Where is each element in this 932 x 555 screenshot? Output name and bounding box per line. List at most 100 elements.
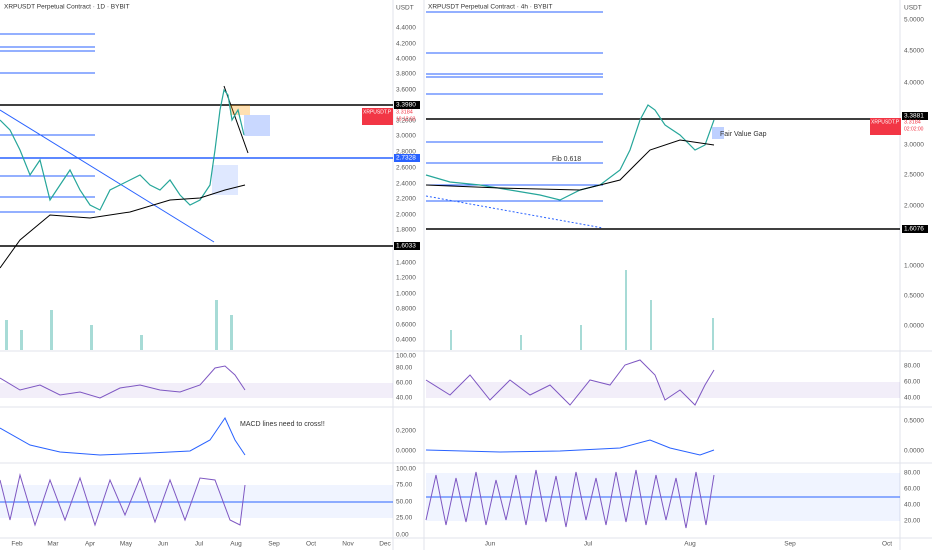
level-tag [394,101,420,109]
last-price-bg [870,118,901,135]
time-label: Sep [268,541,280,548]
fvg-box [712,127,724,139]
ma-line [425,139,715,191]
axis-label: 4.4000 [396,25,416,32]
axis-label: 3.8000 [396,71,416,78]
last-price-bg [362,108,393,125]
axis-label: 20.00 [904,518,921,525]
axis-label: 1.0000 [396,291,416,298]
axis-label: 75.00 [396,482,413,489]
axis-label: 0.2000 [396,428,416,435]
axis-label: 0.5000 [904,418,924,425]
rsi-line [0,365,246,399]
axis-label: 50.00 [396,499,413,506]
rsi-line [425,359,715,406]
axis-label: 2.5000 [904,172,924,179]
price-line [0,88,245,211]
level-tag-text: 1.6076 [904,226,924,233]
axis-label: 0.8000 [396,306,416,313]
rsi-band [0,383,393,398]
axis-label: 3.0000 [904,142,924,149]
axis-label: 3.2000 [396,118,416,125]
levels-left [0,33,393,213]
axis-label: 80.00 [396,365,413,372]
axis-label: 2.4000 [396,181,416,188]
level-tag [902,112,928,120]
currency-label: USDT [396,5,414,12]
axis-label: 40.00 [904,395,921,402]
annotation: Fib 0.618 [552,156,581,163]
last-price-symbol: XRPUSDT.P [363,109,392,115]
axis-label: 0.0000 [904,448,924,455]
axis-label: 0.5000 [904,293,924,300]
levels-right [426,11,603,202]
time-label: Oct [882,541,892,548]
time-label: Feb [11,541,23,548]
annotation: Fair Value Gap [720,131,767,138]
axis-label: 2.0000 [904,203,924,210]
level-tag [902,225,928,233]
macd-line [425,439,715,456]
trendline [425,195,604,229]
axis-label: 1.8000 [396,227,416,234]
volume-left [5,300,233,350]
level-tag-text: 3.3881 [904,113,924,120]
axis-label: 4.0000 [396,56,416,63]
axis-label: 2.6000 [396,165,416,172]
level-tag [394,154,420,162]
price-line [425,104,715,201]
axis-label: 0.0000 [904,323,924,330]
level-tag-text: 3.3980 [396,102,416,109]
target-box [230,105,250,115]
axis-label: 5.0000 [904,17,924,24]
time-label: Jul [195,541,204,548]
axis-label: 2.2000 [396,196,416,203]
last-price-symbol: XRPUSDT.P [871,119,900,125]
countdown: 18:12:03 [396,116,416,122]
volume-right [450,270,714,350]
time-label: May [120,541,133,548]
level-tag-text: 1.6033 [396,243,416,250]
time-label: Oct [306,541,316,548]
last-price: 3.3184 [904,119,921,125]
time-label: Jun [485,541,496,548]
chart-title: XRPUSDT Perpetual Contract · 4h · BYBIT [428,4,553,11]
axis-label: 1.0000 [904,263,924,270]
axis-label: 3.0000 [396,133,416,140]
level-tag [394,242,420,250]
axis-label: 4.5000 [904,48,924,55]
axis-label: 0.0000 [396,448,416,455]
stoch-line [0,473,246,527]
time-label: Aug [684,541,696,548]
axis-label: 1.2000 [396,275,416,282]
axis-label: 80.00 [904,363,921,370]
currency-label: USDT [904,5,922,12]
axis-label: 60.00 [396,380,413,387]
axis-label: 4.2000 [396,41,416,48]
axis-label: 60.00 [904,486,921,493]
rsi-band [426,382,900,398]
axis-label: 40.00 [904,502,921,509]
axis-label: 100.00 [396,466,416,473]
time-label: Sep [784,541,796,548]
last-price: 3.3184 [396,109,413,115]
fvg-box [244,115,270,136]
time-label: Mar [47,541,59,548]
stoch-line [425,469,715,529]
axis-label: 0.4000 [396,337,416,344]
time-label: Jun [158,541,169,548]
axis-label: 3.6000 [396,87,416,94]
time-label: Dec [379,541,391,548]
time-label: Apr [85,541,96,548]
countdown: 02:02:00 [904,126,924,132]
axis-label: 100.00 [396,353,416,360]
axis-label: 60.00 [904,379,921,386]
chart-title: XRPUSDT Perpetual Contract · 1D · BYBIT [4,4,130,11]
time-label: Jul [584,541,593,548]
trendline [0,109,215,243]
axis-label: 2.8000 [396,149,416,156]
time-label: Aug [230,541,242,548]
axis-label: 25.00 [396,515,413,522]
